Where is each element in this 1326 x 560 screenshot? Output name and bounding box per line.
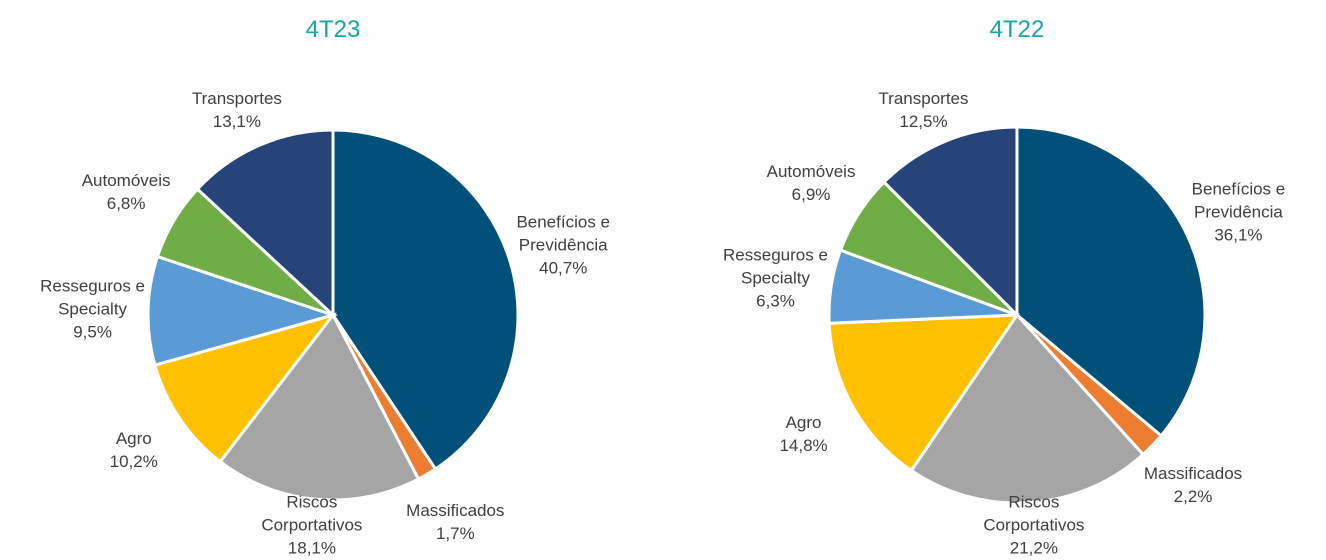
data-label: Benefícios e Previdência 40,7% <box>498 211 628 280</box>
data-label: Automóveis 6,9% <box>746 160 876 206</box>
data-label: Automóveis 6,8% <box>61 169 191 215</box>
value-label: 18,1% <box>287 538 336 558</box>
value-label: 1,7% <box>435 524 475 544</box>
value-label: 9,5% <box>73 322 112 342</box>
data-label: Massificados 2,2% <box>1128 462 1258 508</box>
category-label: Transportes <box>191 89 282 108</box>
value-label: 13,1% <box>212 112 261 131</box>
value-label: 6,8% <box>106 194 146 214</box>
category-label: Agro <box>785 413 822 433</box>
category-label: Automóveis <box>81 171 171 191</box>
data-label: Agro 10,2% <box>69 427 199 473</box>
pie-slice <box>1015 125 1207 438</box>
value-label: 14,8% <box>779 436 828 456</box>
category-label: Riscos Corportativos <box>261 492 363 535</box>
data-label: Transportes 13,1% <box>172 87 302 133</box>
data-label: Resseguros e Specialty 9,5% <box>28 275 158 344</box>
data-label: Massificados 1,7% <box>390 499 520 545</box>
chart-title: 4T23 <box>305 16 361 43</box>
data-label: Riscos Corportativos 21,2% <box>969 491 1099 560</box>
pie-slice <box>195 128 335 319</box>
value-label: 2,2% <box>1173 486 1213 506</box>
pie-slice <box>827 313 1020 473</box>
data-label: Resseguros e Specialty 6,3% <box>710 243 840 312</box>
category-label: Transportes <box>878 89 969 108</box>
category-label: Benefícios e Previdência <box>1191 179 1286 222</box>
data-label: Benefícios e Previdência 36,1% <box>1173 177 1303 246</box>
value-label: 12,5% <box>899 112 948 131</box>
category-label: Agro <box>115 428 152 448</box>
category-label: Resseguros e Specialty <box>40 276 145 319</box>
category-label: Massificados <box>406 501 505 521</box>
data-label: Transportes 12,5% <box>858 87 988 133</box>
category-label: Benefícios e Previdência <box>516 212 610 255</box>
value-label: 21,2% <box>1009 538 1058 558</box>
value-label: 6,9% <box>791 185 831 205</box>
pie-slice <box>218 312 421 502</box>
data-label: Riscos Corportativos 18,1% <box>247 491 377 560</box>
pie-slice <box>909 312 1146 505</box>
value-label: 10,2% <box>109 451 158 471</box>
pie-slice <box>146 254 339 368</box>
data-label: Agro 14,8% <box>739 411 869 457</box>
value-label: 6,3% <box>756 291 795 311</box>
value-label: 40,7% <box>539 258 588 278</box>
pie-slice <box>881 125 1019 319</box>
category-label: Riscos Corportativos <box>983 492 1085 535</box>
pie-slice <box>153 312 337 464</box>
category-label: Massificados <box>1143 463 1243 483</box>
chart-title: 4T22 <box>989 16 1045 43</box>
category-label: Resseguros e Specialty <box>723 245 828 288</box>
value-label: 36,1% <box>1214 225 1263 245</box>
category-label: Automóveis <box>766 162 856 182</box>
